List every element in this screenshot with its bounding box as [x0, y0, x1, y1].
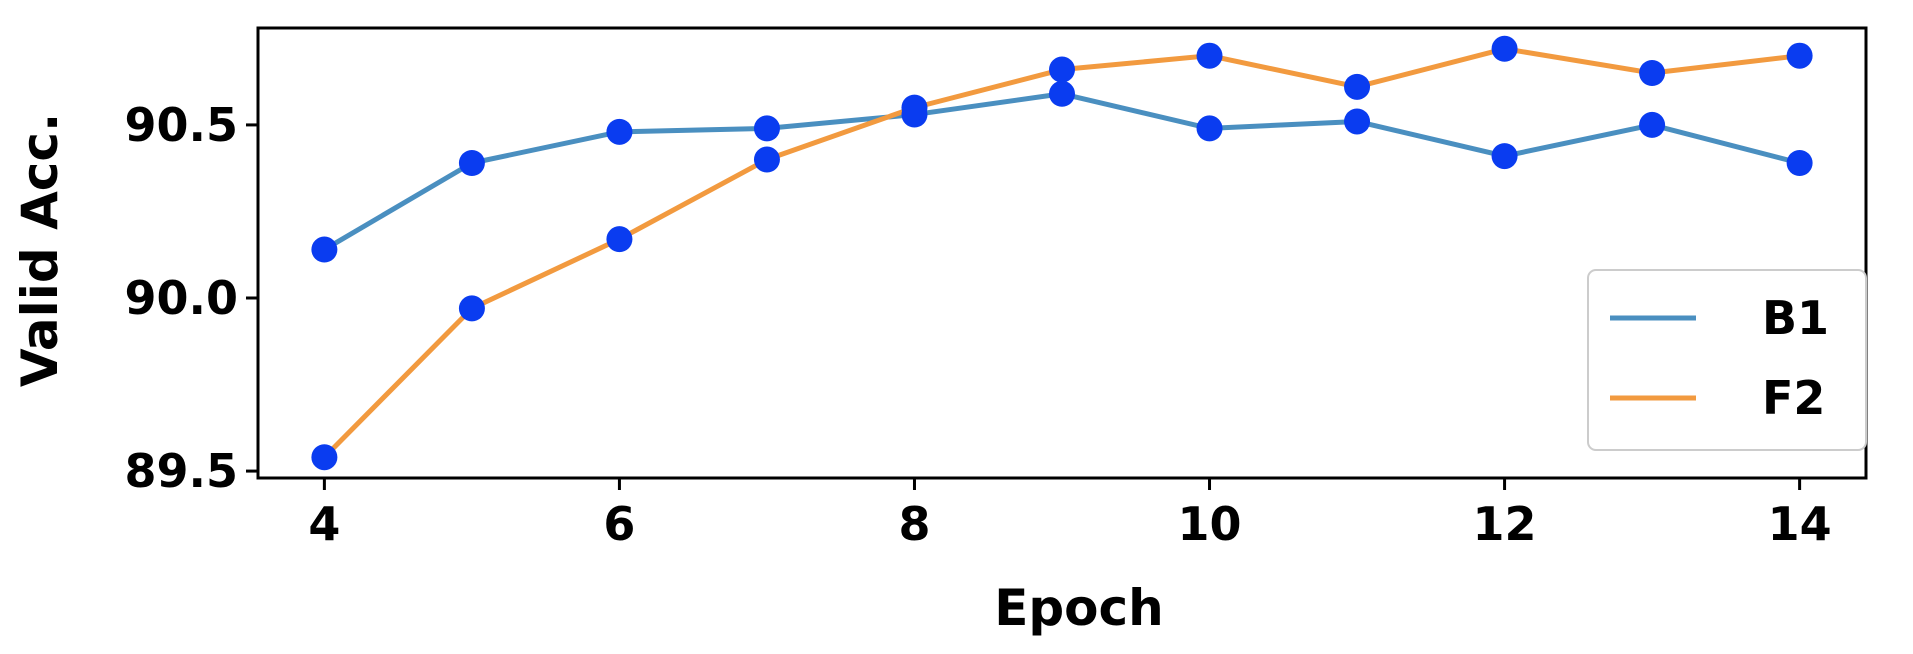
- legend-label-f2: F2: [1762, 371, 1825, 425]
- data-point-f2: [311, 444, 338, 471]
- data-point-f2: [1049, 56, 1075, 83]
- y-tick-label: 90.5: [125, 98, 239, 152]
- data-point-f2: [458, 295, 485, 322]
- x-tick-label: 4: [308, 497, 340, 551]
- data-point-f2: [1491, 35, 1518, 62]
- x-tick-label: 14: [1768, 497, 1832, 551]
- series-line-f2: [322, 46, 1800, 459]
- data-point-b1: [1639, 111, 1666, 138]
- series-lines: [322, 46, 1801, 459]
- data-point-f2: [606, 226, 633, 253]
- y-axis: 89.5 90.0 90.5: [125, 98, 258, 498]
- x-tick-label: 12: [1473, 497, 1537, 551]
- series-line-b1: [323, 91, 1801, 252]
- legend-box: [1587, 269, 1867, 451]
- x-tick-label: 6: [603, 497, 635, 551]
- x-tick-label: 8: [898, 497, 930, 551]
- data-point-b1: [1491, 143, 1518, 170]
- x-axis-label: Epoch: [994, 579, 1164, 637]
- data-point-b1: [458, 150, 485, 176]
- data-point-f2: [1786, 42, 1813, 69]
- data-point-b1: [1196, 115, 1223, 142]
- data-point-b1: [606, 118, 633, 145]
- series-markers: [311, 35, 1813, 471]
- data-point-b1: [311, 236, 338, 263]
- data-point-b1: [1049, 80, 1075, 107]
- y-tick-label: 90.0: [125, 271, 239, 325]
- legend-label-b1: B1: [1762, 291, 1829, 345]
- x-axis: 4 6 8 10 12 14: [308, 478, 1832, 551]
- data-point-b1: [1344, 108, 1371, 135]
- data-point-f2: [1639, 60, 1666, 86]
- x-tick-label: 10: [1178, 497, 1242, 551]
- data-point-b1: [1786, 150, 1813, 176]
- data-point-f2: [1344, 73, 1371, 100]
- data-point-f2: [753, 146, 780, 173]
- data-point-f2: [1196, 42, 1223, 69]
- data-point-f2: [901, 94, 928, 121]
- y-tick-label: 89.5: [125, 444, 239, 498]
- y-axis-label: Valid Acc.: [11, 113, 69, 387]
- data-point-b1: [753, 115, 780, 142]
- plot-frame: [256, 26, 1868, 480]
- legend: B1 F2: [1587, 269, 1867, 451]
